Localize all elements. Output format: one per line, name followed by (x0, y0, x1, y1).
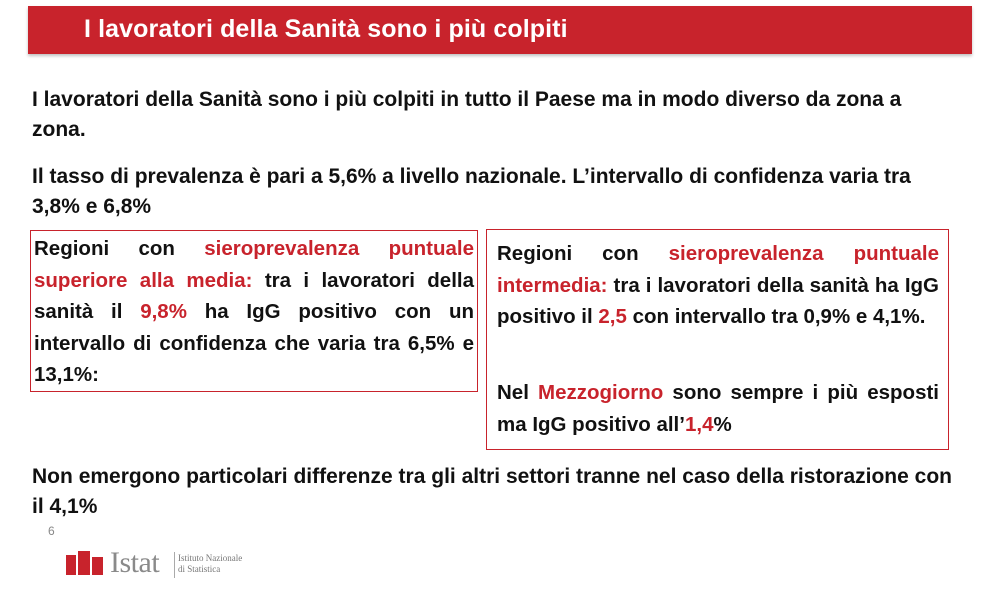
logo-sub-line1: Istituto Nazionale (178, 553, 243, 563)
prevalence-paragraph: Il tasso di prevalenza è pari a 5,6% a l… (32, 165, 911, 218)
above-average-box: Regioni con sieroprevalenza puntuale sup… (30, 230, 478, 392)
box-right-mid: tra i lavoratori della sanità ha IgG pos… (497, 273, 939, 329)
box-right-highlight: sieroprevalenza puntuale intermedia: (497, 242, 939, 297)
box-left-mid: tra i lavoratori della sanità il (34, 268, 474, 324)
closing-paragraph: Non emergono particolari differenze tra … (32, 465, 952, 518)
box-right-p2-value: 1,4 (684, 412, 714, 436)
istat-logo-word: Istat (110, 546, 160, 579)
logo-divider (174, 552, 175, 578)
above-average-text: Regioni con sieroprevalenza puntuale sup… (34, 233, 474, 391)
box-left-value: 9,8% (140, 300, 187, 323)
box-right-prefix: Regioni con (497, 242, 669, 265)
box-right-p2-highlight: Mezzogiorno (538, 381, 664, 404)
box-right-p2-prefix: Nel (497, 381, 539, 404)
box-right-value: 2,5 (598, 305, 627, 328)
box-right-suffix: con intervallo tra 0,9% e 4,1%. (626, 305, 926, 328)
box-left-highlight: sieroprevalenza puntuale superiore alla … (34, 237, 474, 292)
intermediate-box: Regioni con sieroprevalenza puntuale int… (486, 229, 949, 450)
page-number: 6 (48, 524, 55, 538)
box-left-prefix: Regioni con (34, 237, 205, 260)
mezzogiorno-text: Nel Mezzogiorno sono sempre i più espost… (497, 377, 939, 440)
page-title: I lavoratori della Sanità sono i più col… (84, 15, 568, 43)
box-right-p2-suffix: % (713, 412, 732, 436)
istat-logo-mark-icon (66, 551, 103, 575)
intermediate-text: Regioni con sieroprevalenza puntuale int… (497, 238, 939, 333)
intro-paragraph: I lavoratori della Sanità sono i più col… (32, 88, 902, 141)
box-right-p2-mid: sono sempre i più esposti ma IgG positiv… (497, 381, 939, 436)
istat-logo-subtitle: Istituto Nazionale di Statistica (178, 553, 258, 575)
title-banner: I lavoratori della Sanità sono i più col… (28, 6, 972, 54)
logo-sub-line2: di Statistica (178, 564, 221, 574)
box-left-suffix: ha IgG positivo con un intervallo di con… (34, 300, 474, 386)
istat-logo: Istat Istituto Nazionale di Statistica (64, 546, 264, 582)
